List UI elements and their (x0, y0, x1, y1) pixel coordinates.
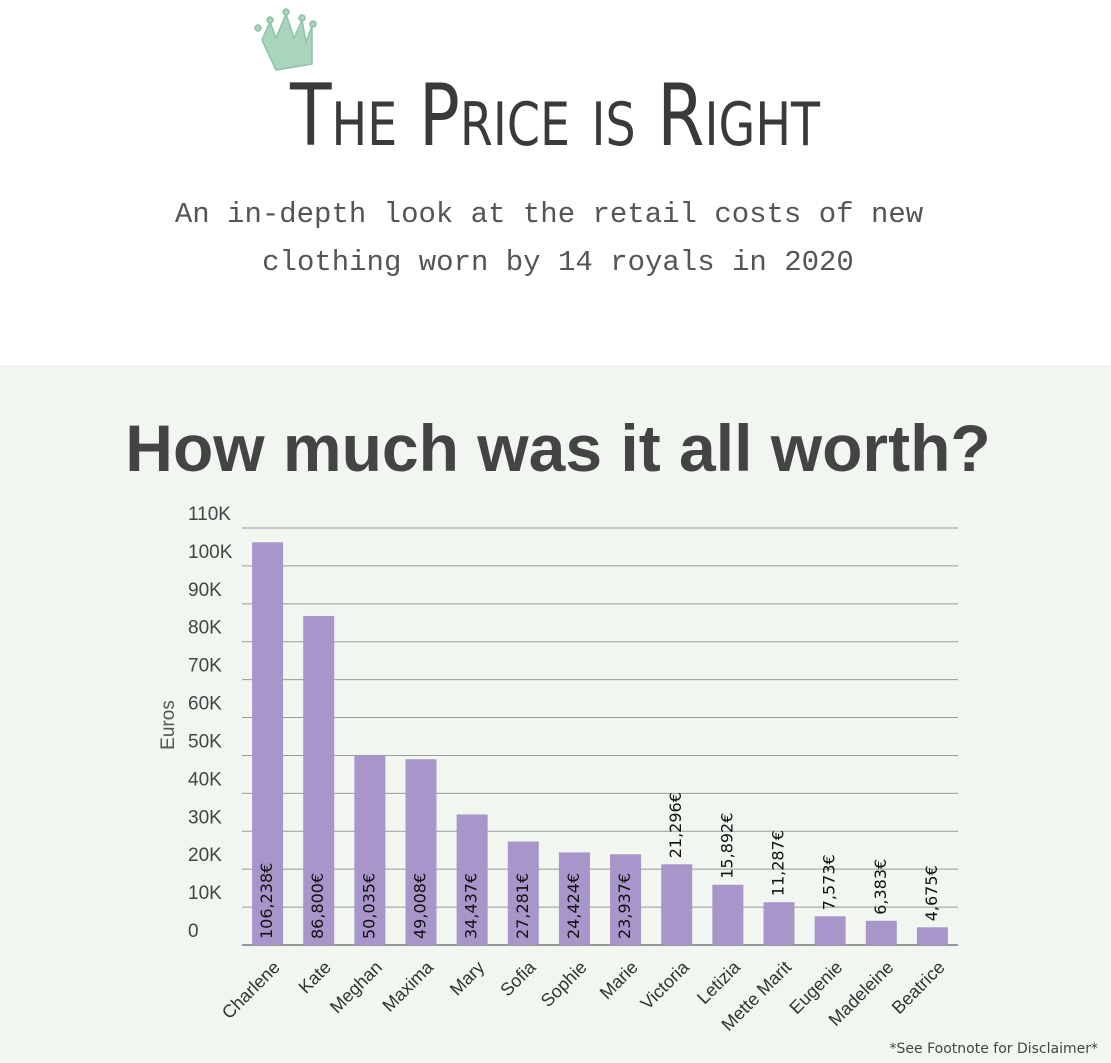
y-tick-label: 80K (188, 618, 222, 639)
y-tick-label: 40K (188, 769, 222, 790)
bar (507, 841, 539, 945)
value-label: 15,892€ (717, 813, 736, 879)
value-label: 23,937€ (615, 873, 634, 939)
page-title: The Price is Right (289, 66, 820, 166)
y-tick-label: 50K (188, 731, 222, 752)
subtitle: clothing worn by 14 royals in 2020 (262, 246, 854, 279)
y-tick-label: 100K (188, 542, 233, 563)
y-tick-label: 10K (188, 883, 222, 904)
value-label: 34,437€ (462, 873, 481, 939)
y-tick-label: 90K (188, 580, 222, 601)
y-axis-title: Euros (158, 700, 179, 750)
footnote: *See Footnote for Disclaimer* (890, 1041, 1098, 1057)
value-label: 6,383€ (871, 859, 890, 915)
value-label: 21,296€ (666, 792, 685, 858)
y-tick-label: 0 (188, 921, 199, 942)
bar (252, 542, 284, 945)
value-label: 106,238€ (257, 863, 276, 939)
bar (712, 884, 744, 945)
bar (661, 864, 693, 945)
bar (456, 814, 488, 945)
value-label: 49,008€ (411, 873, 430, 939)
value-label: 27,281€ (513, 873, 532, 939)
bar (763, 902, 795, 945)
bar (610, 854, 642, 945)
y-tick-label: 70K (188, 656, 222, 677)
y-tick-label: 60K (188, 694, 222, 715)
bar (865, 920, 897, 945)
bar (558, 852, 590, 945)
value-label: 86,800€ (308, 873, 327, 939)
crown-icon (254, 8, 317, 71)
value-label: 50,035€ (359, 873, 378, 939)
bar (303, 615, 335, 945)
chart-background (0, 365, 1111, 1063)
chart-title: How much was it all worth? (125, 411, 990, 485)
value-label: 4,675€ (922, 865, 941, 921)
subtitle: An in-depth look at the retail costs of … (175, 198, 924, 231)
bar (354, 755, 386, 945)
bar (916, 927, 948, 945)
y-tick-label: 20K (188, 845, 222, 866)
bar (405, 759, 437, 945)
y-tick-label: 30K (188, 807, 222, 828)
value-label: 7,573€ (820, 854, 839, 910)
value-label: 24,424€ (564, 873, 583, 939)
bar (814, 916, 846, 945)
value-label: 11,287€ (769, 830, 788, 896)
y-tick-label: 110K (188, 504, 231, 525)
